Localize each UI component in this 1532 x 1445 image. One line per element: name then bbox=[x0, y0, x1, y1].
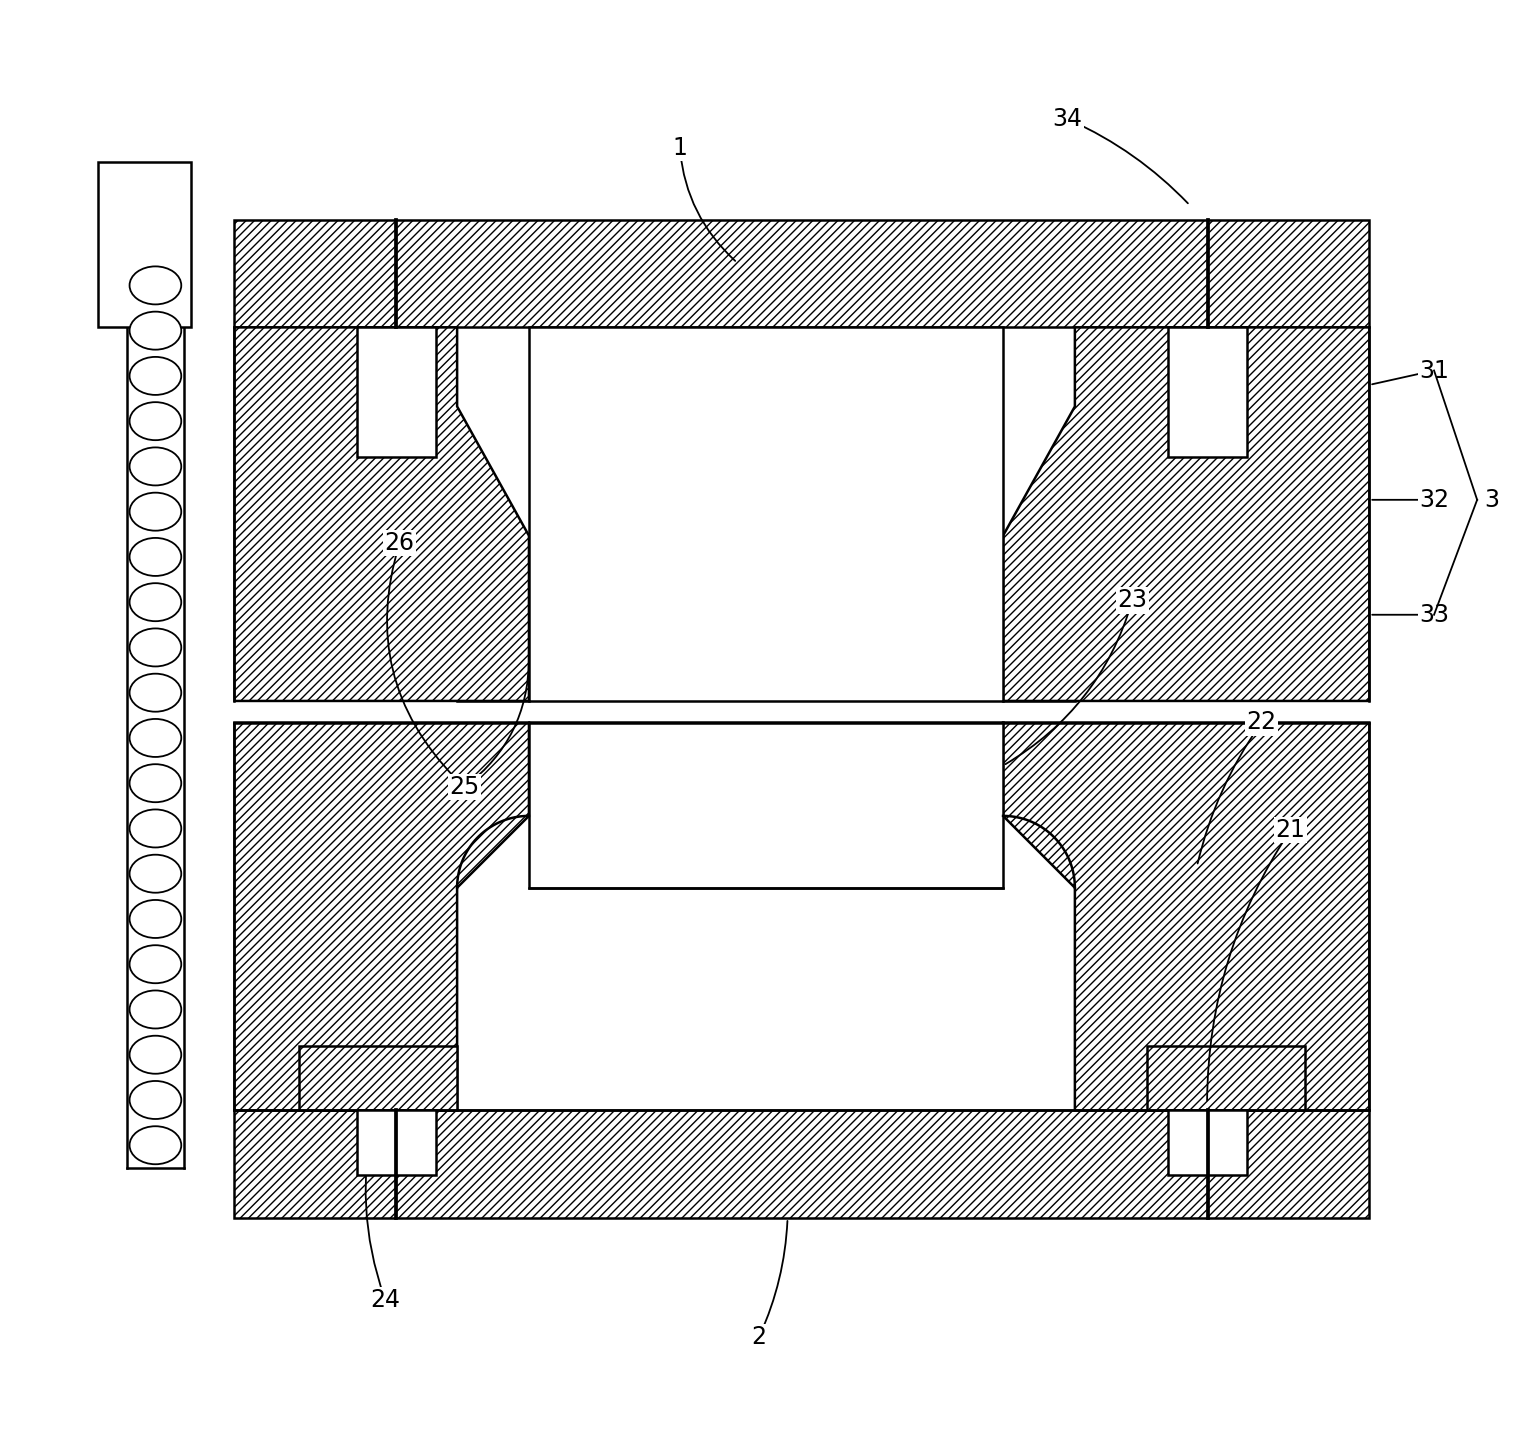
Bar bbox=[529, 328, 1003, 701]
Text: 2: 2 bbox=[751, 1325, 766, 1350]
Bar bbox=[357, 328, 435, 457]
Ellipse shape bbox=[130, 673, 181, 712]
Ellipse shape bbox=[130, 809, 181, 847]
Bar bbox=[234, 1110, 1370, 1218]
Text: 25: 25 bbox=[449, 775, 480, 799]
Ellipse shape bbox=[130, 266, 181, 305]
Ellipse shape bbox=[130, 357, 181, 394]
Polygon shape bbox=[234, 722, 529, 1110]
Text: 33: 33 bbox=[1419, 603, 1449, 627]
Text: 34: 34 bbox=[1052, 107, 1083, 131]
Text: 32: 32 bbox=[1419, 488, 1449, 512]
Text: 1: 1 bbox=[673, 136, 688, 160]
Text: 26: 26 bbox=[385, 530, 415, 555]
Bar bbox=[357, 1110, 435, 1175]
Polygon shape bbox=[1003, 722, 1370, 1110]
Ellipse shape bbox=[130, 448, 181, 486]
Ellipse shape bbox=[130, 584, 181, 621]
Bar bbox=[1169, 1110, 1247, 1175]
Bar bbox=[98, 162, 192, 328]
Bar bbox=[234, 220, 1370, 328]
Bar bbox=[299, 1046, 457, 1110]
Text: 24: 24 bbox=[371, 1287, 400, 1312]
Ellipse shape bbox=[130, 538, 181, 577]
Ellipse shape bbox=[130, 854, 181, 893]
Ellipse shape bbox=[130, 764, 181, 802]
Polygon shape bbox=[234, 328, 529, 701]
Bar bbox=[529, 722, 1003, 887]
Ellipse shape bbox=[130, 1081, 181, 1118]
Ellipse shape bbox=[130, 1126, 181, 1165]
Bar bbox=[1169, 328, 1247, 457]
Polygon shape bbox=[1003, 328, 1370, 701]
Ellipse shape bbox=[130, 720, 181, 757]
Ellipse shape bbox=[130, 402, 181, 441]
Ellipse shape bbox=[130, 1036, 181, 1074]
Text: 31: 31 bbox=[1419, 358, 1449, 383]
Ellipse shape bbox=[130, 312, 181, 350]
Ellipse shape bbox=[130, 945, 181, 983]
Ellipse shape bbox=[130, 900, 181, 938]
Ellipse shape bbox=[130, 493, 181, 530]
Text: 3: 3 bbox=[1485, 488, 1500, 512]
Ellipse shape bbox=[130, 990, 181, 1029]
Text: 21: 21 bbox=[1276, 818, 1305, 842]
Text: 23: 23 bbox=[1117, 588, 1147, 613]
Text: 22: 22 bbox=[1247, 711, 1276, 734]
Bar bbox=[1147, 1046, 1305, 1110]
Ellipse shape bbox=[130, 629, 181, 666]
